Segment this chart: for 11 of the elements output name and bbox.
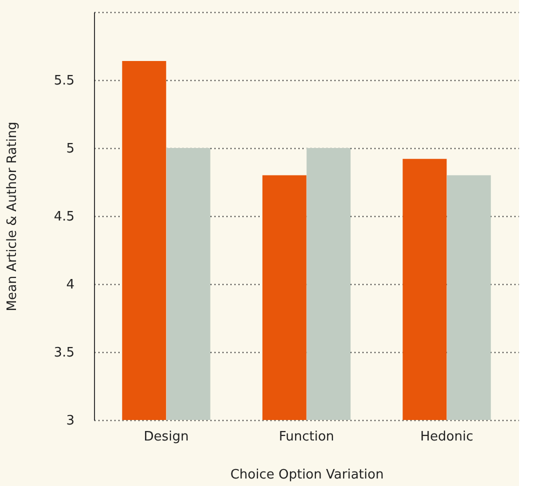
y-tick-label: 4: [66, 278, 74, 292]
x-tick-label: Function: [278, 430, 334, 444]
y-axis-title: Mean Article & Author Rating: [4, 122, 20, 312]
x-axis-title: Choice Option Variation: [230, 468, 384, 482]
y-tick-label: 3: [66, 414, 74, 428]
y-tick-label: 4.5: [54, 210, 74, 224]
x-tick-label: Design: [144, 430, 189, 444]
x-tick-label: Hedonic: [420, 430, 474, 444]
y-tick-label: 3.5: [54, 346, 74, 360]
y-tick-label: 5.5: [54, 74, 74, 88]
y-tick-label: 5: [66, 142, 74, 156]
